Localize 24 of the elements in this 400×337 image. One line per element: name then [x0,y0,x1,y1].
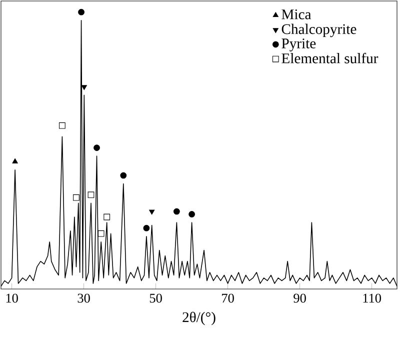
point [188,211,195,218]
point [78,8,84,16]
point [104,214,110,220]
legend-label: Chalcopyrite [282,24,356,38]
legend-label: Mica [282,9,312,20]
point [12,158,18,164]
point [73,194,80,201]
point [98,230,104,237]
x-tick-label: 10 [6,294,18,303]
point [94,144,100,151]
x-tick-label: 90 [294,294,306,303]
x-tick-label: 70 [222,294,234,303]
point [149,210,155,215]
x-tick-label: 50 [150,294,162,303]
legend-label: Pyrite [282,38,316,52]
legend-label: Elemental sulfur [282,52,378,64]
point [59,122,66,129]
x-tick-label: 110 [363,294,382,303]
point [88,192,94,198]
point [143,224,150,232]
point [173,208,180,215]
x-tick-label: 30 [78,294,90,303]
x-axis-title: 2θ/(°) [182,312,216,326]
point [120,172,127,179]
